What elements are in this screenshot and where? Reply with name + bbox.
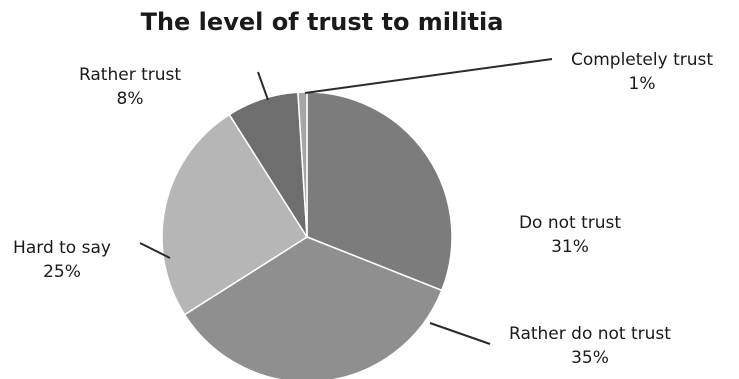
slice-value-rather-trust: 8% [117,89,144,109]
slice-value-hard-to-say: 25% [43,262,81,282]
leader-line-completely-trust [304,58,553,94]
slice-label-hard-to-say: Hard to say [13,238,111,258]
leader-line-rather-trust [257,71,269,101]
slice-label-completely-trust: Completely trust [571,50,713,70]
slice-label-rather-do-not-trust: Rather do not trust [509,324,671,344]
slice-do-not-trust [306,91,453,292]
pie-slices [161,91,453,379]
slice-label-do-not-trust: Do not trust [519,213,621,233]
leader-line-hard-to-say [139,242,171,259]
slice-labels: Do not trust 31% Rather do not trust 35% Har… [13,50,713,368]
slice-value-rather-do-not-trust: 35% [571,348,609,368]
slice-value-completely-trust: 1% [629,74,656,94]
slice-hard-to-say [161,113,309,316]
slice-label-rather-trust: Rather trust [79,65,181,85]
slice-rather-do-not-trust [183,236,443,379]
chart-title: The level of trust to militia [141,8,504,36]
leader-line-rather-do-not-trust [429,322,491,345]
slice-value-do-not-trust: 31% [551,237,589,257]
leader-lines [139,58,553,345]
